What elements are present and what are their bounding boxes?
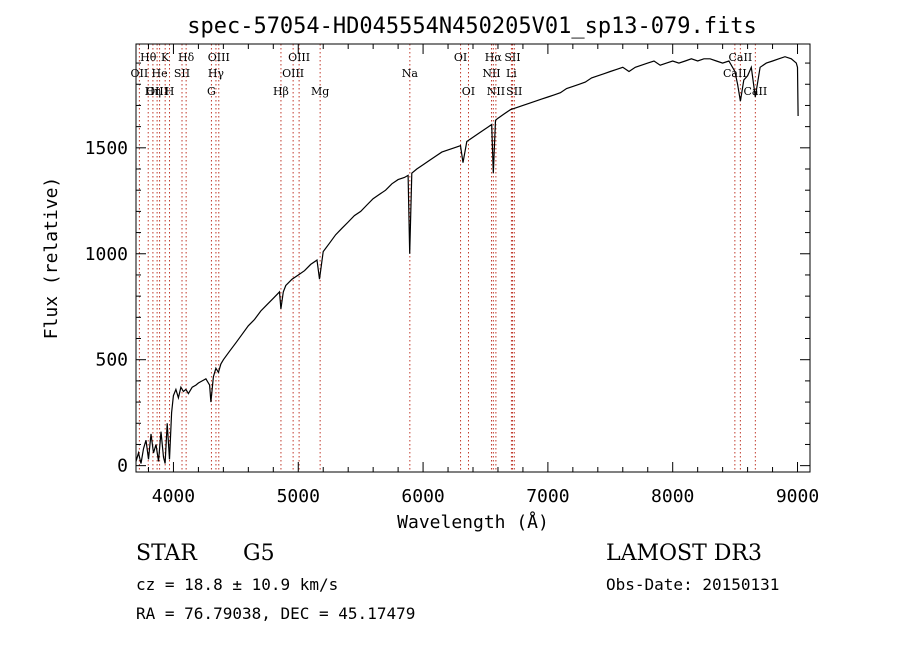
coordinates: RA = 76.79038, DEC = 45.17479 xyxy=(136,604,415,623)
marker-label-19: Hα xyxy=(485,51,503,64)
marker-label-8: Hδ xyxy=(178,51,195,64)
object-subclass: G5 xyxy=(243,541,275,566)
marker-label-16: Na xyxy=(402,67,419,80)
x-tick-label-9000: 9000 xyxy=(776,486,819,507)
marker-label-6: SII xyxy=(174,67,190,80)
x-tick-label-5000: 5000 xyxy=(277,486,320,507)
x-tick-label-6000: 6000 xyxy=(401,486,444,507)
axis-ticks xyxy=(136,44,810,472)
x-tick-label-8000: 8000 xyxy=(651,486,694,507)
x-axis-label: Wavelength (Å) xyxy=(397,511,549,533)
y-tick-label-1000: 1000 xyxy=(85,244,128,265)
line-markers xyxy=(138,44,756,472)
axis-tick-labels: 4000 5000 6000 7000 8000 9000 0 500 1000 1500 xyxy=(85,138,820,507)
redshift-info: cz = 18.8 ± 10.9 km/s xyxy=(136,575,338,594)
marker-label-0: Hθ xyxy=(140,51,157,64)
y-tick-label-0: 0 xyxy=(117,456,128,477)
marker-label-20: NII xyxy=(482,67,500,80)
marker-label-13: OIII xyxy=(288,51,310,64)
y-tick-label-500: 500 xyxy=(95,350,128,371)
plot-frame xyxy=(135,43,811,473)
marker-label-14: OIII xyxy=(282,67,304,80)
marker-label-18: OI xyxy=(462,85,475,98)
marker-label-23: Li xyxy=(506,67,517,80)
marker-label-27: CaII xyxy=(744,85,768,98)
marker-label-10: Hγ xyxy=(208,67,225,80)
marker-label-4: He xyxy=(152,67,168,80)
marker-label-1: OII xyxy=(131,67,149,80)
marker-label-5: Hη xyxy=(145,85,161,98)
spectrum-line xyxy=(135,56,799,464)
marker-label-22: SII xyxy=(504,51,520,64)
marker-label-11: G xyxy=(207,85,216,98)
marker-label-12: Hβ xyxy=(273,85,289,98)
marker-label-3: K xyxy=(161,51,170,64)
obs-date: Obs-Date: 20150131 xyxy=(606,575,779,594)
marker-label-7: H xyxy=(165,85,175,98)
marker-label-25: CaII xyxy=(729,51,753,64)
marker-label-2: OIII xyxy=(146,85,168,98)
x-tick-label-4000: 4000 xyxy=(152,486,195,507)
marker-label-21: NII xyxy=(487,85,505,98)
survey-name: LAMOST DR3 xyxy=(606,541,762,566)
chart-title: spec-57054-HD045554N450205V01_sp13-079.f… xyxy=(187,14,757,39)
object-class: STAR xyxy=(136,541,198,566)
y-axis-label: Flux (relative) xyxy=(41,177,62,340)
line-marker-labels: Hθ OII OIII K He Hη SII H Hδ OIII Hγ G Hβ OIII OIII Mg N… xyxy=(131,51,768,98)
marker-label-24: SII xyxy=(506,85,522,98)
marker-label-15: Mg xyxy=(311,85,329,98)
marker-label-9: OIII xyxy=(208,51,230,64)
y-tick-label-1500: 1500 xyxy=(85,138,128,159)
x-tick-label-7000: 7000 xyxy=(526,486,569,507)
marker-label-17: OI xyxy=(454,51,467,64)
